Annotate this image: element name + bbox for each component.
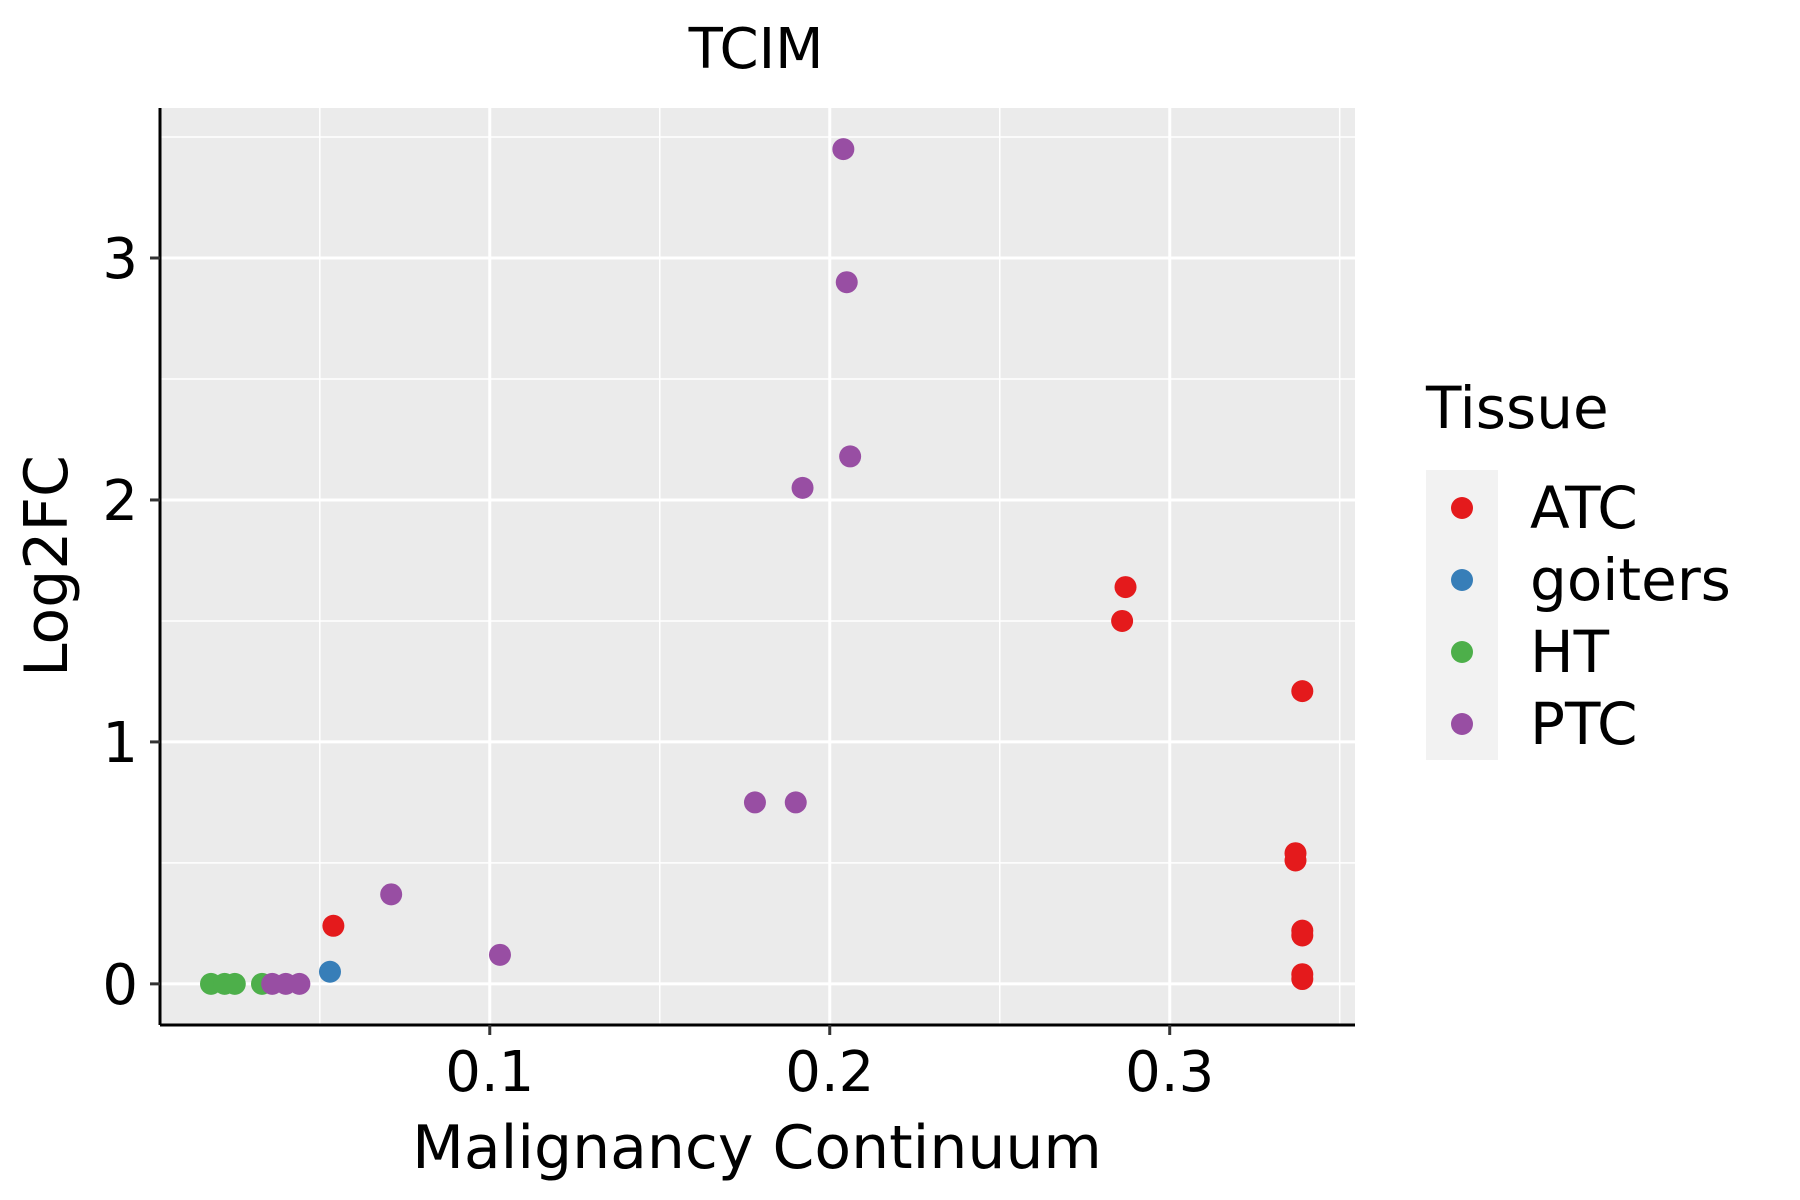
y-tick-label: 3 xyxy=(102,227,138,292)
minor-gridlines xyxy=(160,108,1355,1025)
data-point-ptc xyxy=(791,476,814,499)
data-point-goiters xyxy=(318,960,341,983)
plot-panel xyxy=(160,108,1355,1025)
y-tick-label: 0 xyxy=(102,953,138,1018)
data-point-atc xyxy=(1284,849,1307,872)
data-point-ptc xyxy=(288,972,311,995)
data-point-ptc xyxy=(380,883,403,906)
data-point-ptc xyxy=(835,271,858,294)
chart-title: TCIM xyxy=(688,17,824,82)
major-gridlines xyxy=(160,108,1355,1025)
legend-key-ptc xyxy=(1451,713,1473,735)
data-point-atc xyxy=(1291,968,1314,991)
legend-key-ht xyxy=(1451,641,1473,663)
y-axis-label: Log2FC xyxy=(12,455,82,677)
data-points xyxy=(199,138,1314,995)
data-point-atc xyxy=(1114,576,1137,599)
data-point-ht xyxy=(223,972,246,995)
x-tick-label: 0.3 xyxy=(1125,1040,1214,1105)
legend-label-atc: ATC xyxy=(1530,474,1638,542)
legend-label-ptc: PTC xyxy=(1530,690,1638,758)
data-point-ptc xyxy=(784,791,807,814)
data-point-ptc xyxy=(488,943,511,966)
legend-title: Tissue xyxy=(1425,374,1609,442)
data-point-atc xyxy=(1291,680,1314,703)
y-tick-label: 1 xyxy=(102,711,138,776)
x-tick-label: 0.1 xyxy=(445,1040,534,1105)
data-point-ptc xyxy=(839,445,862,468)
x-axis-ticks: 0.1 0.2 0.3 xyxy=(445,1025,1214,1105)
data-point-atc xyxy=(322,914,345,937)
legend-label-ht: HT xyxy=(1530,618,1610,686)
y-tick-label: 2 xyxy=(102,469,138,534)
data-point-atc xyxy=(1291,924,1314,947)
x-tick-label: 0.2 xyxy=(785,1040,874,1105)
legend-label-goiters: goiters xyxy=(1530,546,1731,614)
legend-key-goiters xyxy=(1451,569,1473,591)
data-point-atc xyxy=(1111,609,1134,632)
legend-key-atc xyxy=(1451,497,1473,519)
data-point-ptc xyxy=(743,791,766,814)
data-point-ptc xyxy=(832,138,855,161)
y-axis-ticks: 0 1 2 3 xyxy=(102,227,160,1018)
x-axis-label: Malignancy Continuum xyxy=(412,1113,1102,1183)
